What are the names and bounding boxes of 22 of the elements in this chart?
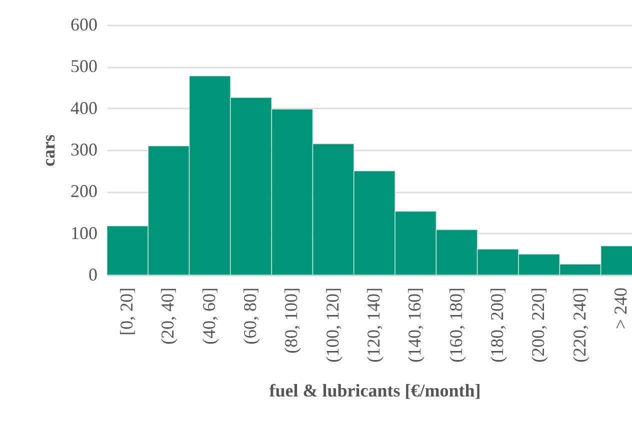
- x-tick-label: (140, 160]: [404, 288, 425, 362]
- x-tick-label: (40, 60]: [198, 288, 219, 344]
- x-tick-label: (180, 200]: [486, 288, 507, 362]
- y-tick-label: 500: [70, 56, 98, 76]
- x-tick-label: (220, 240]: [569, 288, 590, 362]
- y-tick-label: 300: [70, 140, 98, 160]
- x-tick-label: (20, 40]: [158, 288, 178, 344]
- x-tick-label: (120, 140]: [364, 288, 384, 362]
- x-tick-label: (100, 120]: [322, 288, 342, 362]
- y-tick-label: 100: [70, 222, 98, 243]
- y-tick-label: 600: [70, 14, 98, 34]
- x-tick-label: (80, 100]: [281, 288, 302, 354]
- x-axis-title: fuel & lubricants [€/month]: [269, 380, 481, 400]
- y-tick-label: 400: [70, 98, 98, 118]
- y-axis-title: cars: [38, 134, 58, 166]
- x-tick-label: (200, 220]: [528, 288, 548, 362]
- y-tick-label: 200: [70, 181, 98, 202]
- x-tick-label: (160, 180]: [446, 288, 466, 362]
- x-tick-label: [0, 20]: [116, 288, 137, 336]
- y-tick-label: 0: [88, 264, 98, 284]
- x-tick-label: (60, 80]: [240, 288, 260, 344]
- x-tick-label: > 240: [610, 288, 630, 330]
